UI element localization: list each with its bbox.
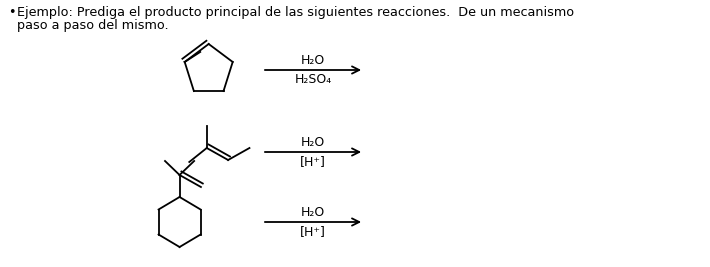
Text: [H⁺]: [H⁺] xyxy=(300,155,326,168)
Text: H₂O: H₂O xyxy=(301,136,325,149)
Text: •: • xyxy=(8,6,16,19)
Text: paso a paso del mismo.: paso a paso del mismo. xyxy=(18,19,169,32)
Text: Ejemplo: Prediga el producto principal de las siguientes reacciones.  De un meca: Ejemplo: Prediga el producto principal d… xyxy=(18,6,574,19)
Text: [H⁺]: [H⁺] xyxy=(300,225,326,238)
Text: H₂O: H₂O xyxy=(301,206,325,219)
Text: H₂O: H₂O xyxy=(301,54,325,67)
Text: H₂SO₄: H₂SO₄ xyxy=(295,73,332,86)
